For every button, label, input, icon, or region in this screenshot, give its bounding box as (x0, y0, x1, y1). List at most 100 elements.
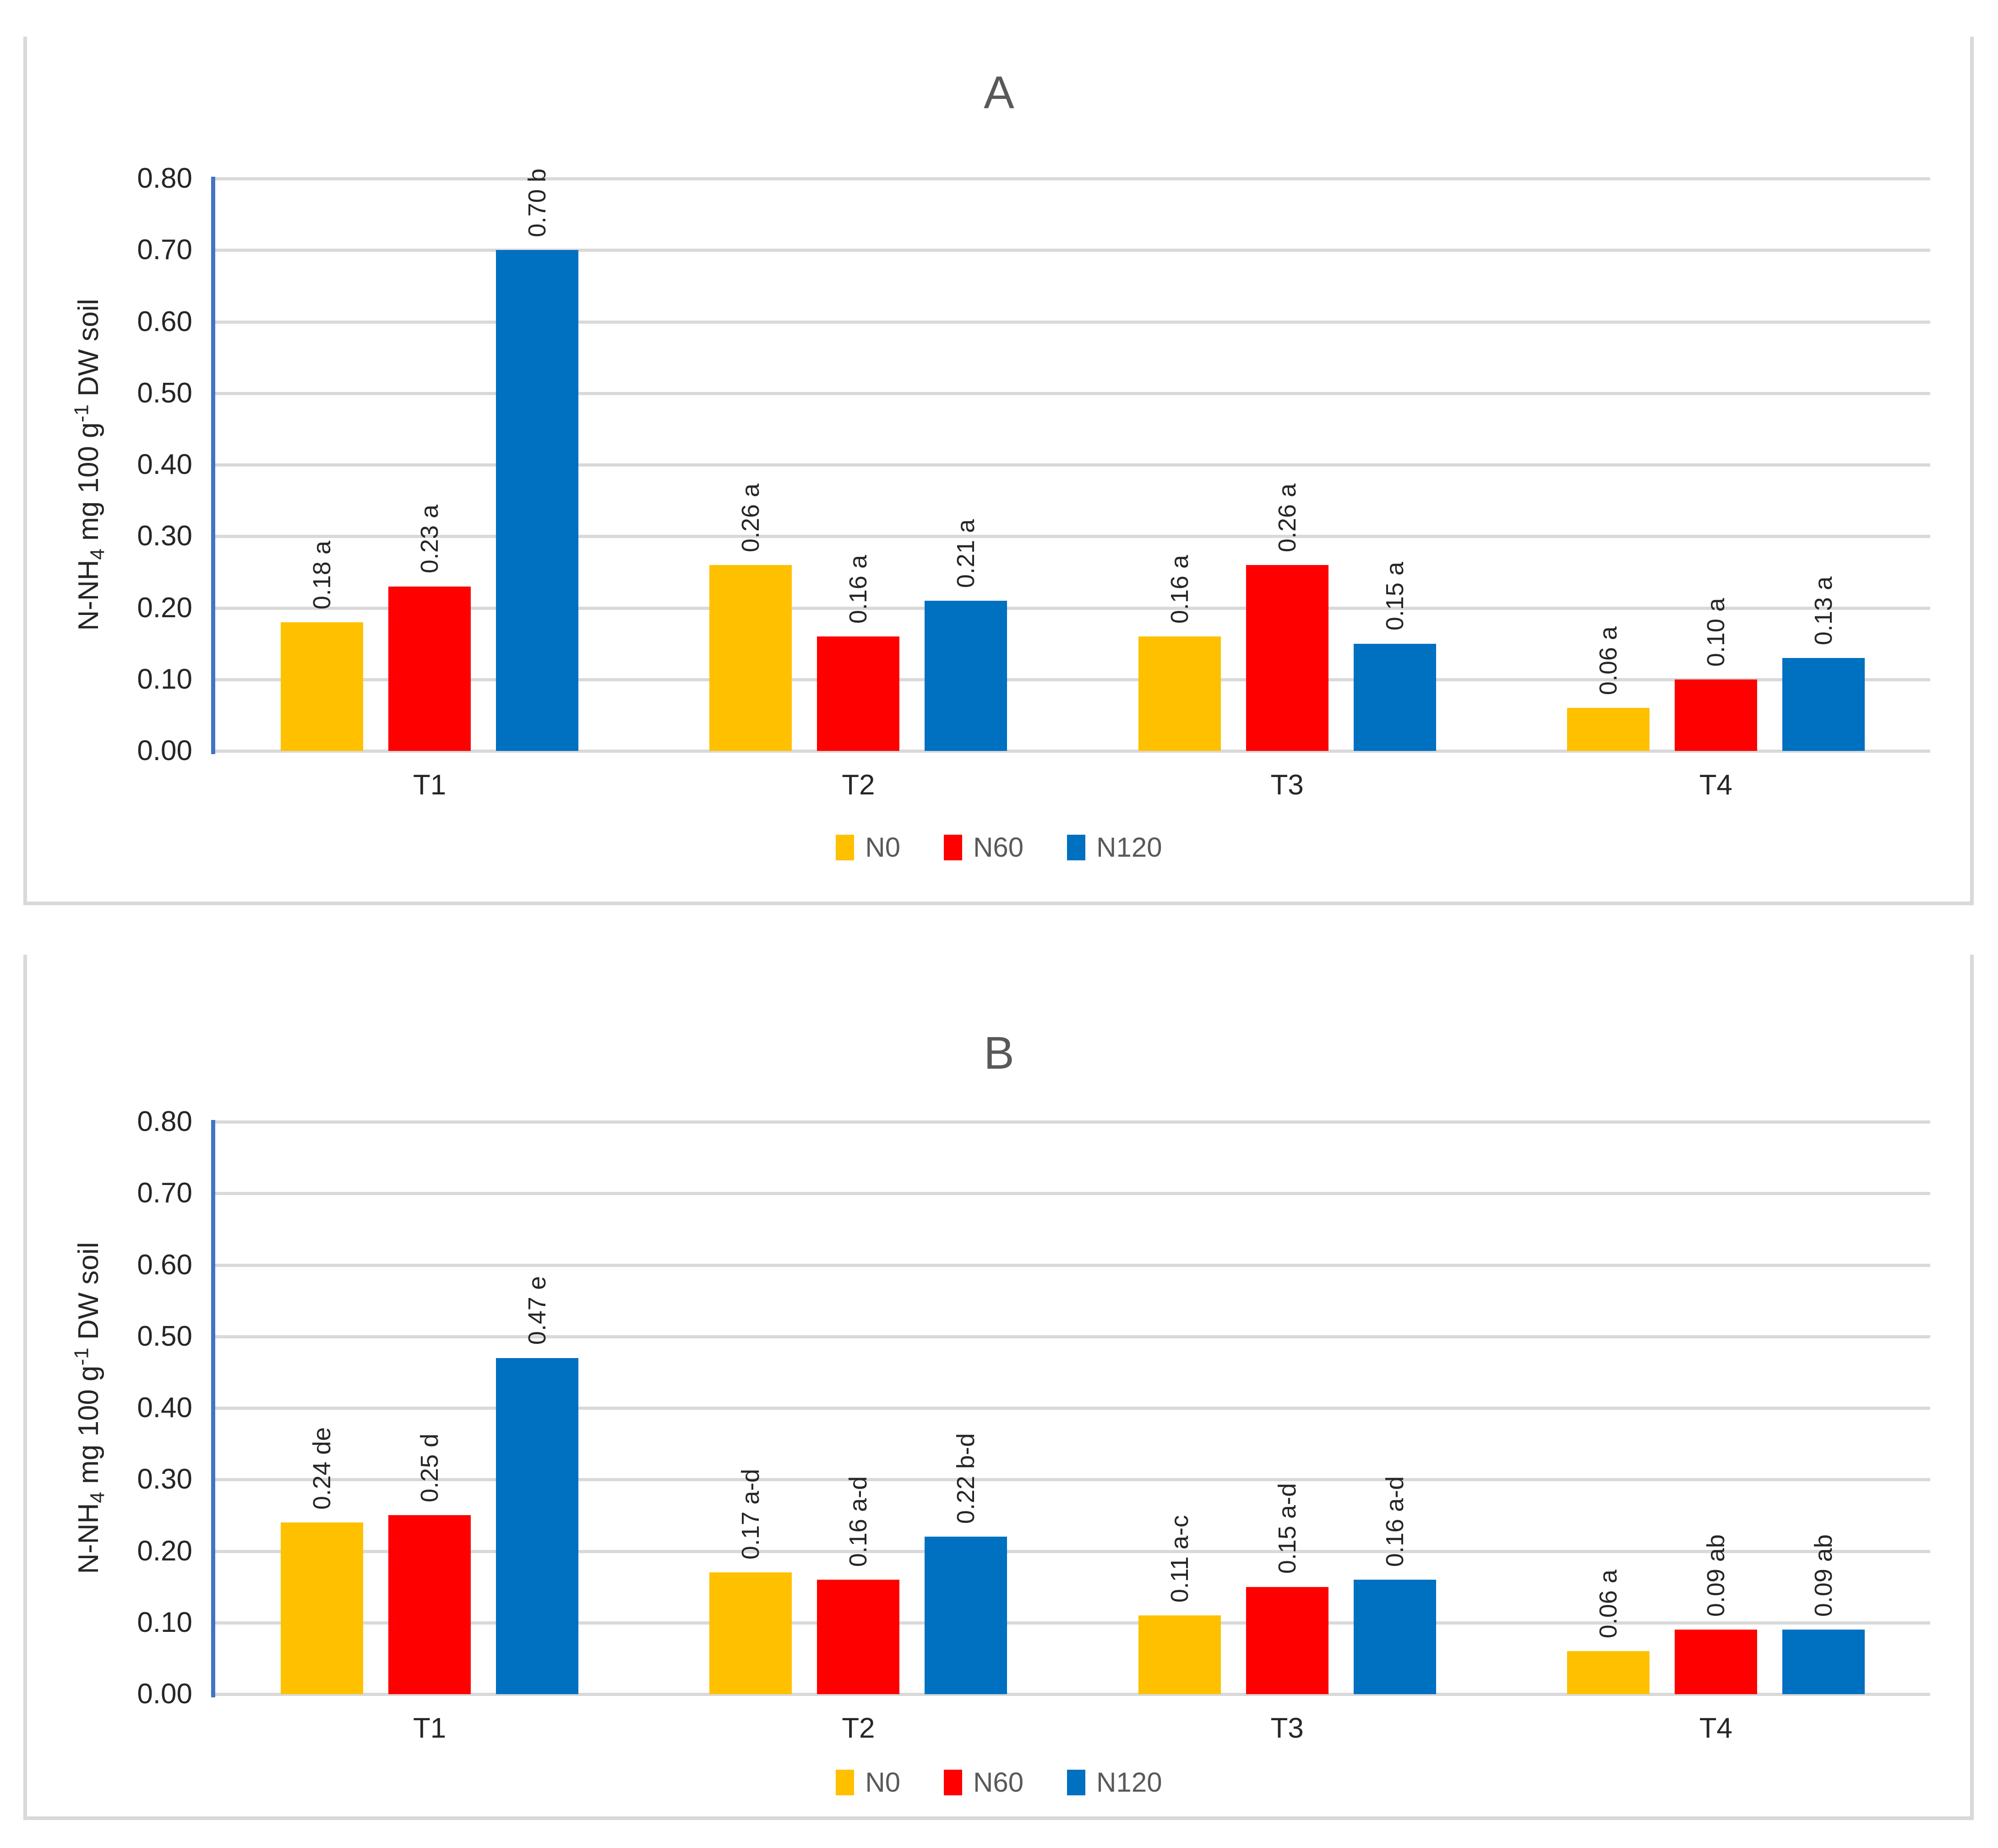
bar-value-label: 0.21 a (952, 519, 980, 588)
x-category-label: T4 (1699, 769, 1733, 801)
bar-N60-T4 (1674, 1630, 1757, 1694)
bar-N120-T1 (496, 1358, 579, 1694)
legend-swatch-N120 (1067, 1769, 1086, 1795)
gridline (215, 1549, 1930, 1553)
y-tick-label: 0.00 (137, 735, 192, 766)
bar-value-label: 0.16 a (844, 554, 872, 624)
bar-value-label: 0.70 b (523, 168, 551, 238)
bar-N60-T1 (388, 1515, 471, 1694)
x-category-label: T1 (413, 769, 446, 801)
bar-N0-T2 (709, 565, 792, 751)
bar-N120-T4 (1782, 1630, 1865, 1694)
y-tick-label: 0.00 (137, 1678, 192, 1710)
bar-N0-T1 (281, 622, 364, 751)
chart-b-legend: N0 N60 N120 (0, 1766, 1998, 1798)
bar-N60-T3 (1246, 565, 1328, 751)
bar-value-label: 0.26 a (1273, 483, 1301, 552)
x-category-label: T3 (1270, 769, 1304, 801)
gridline (215, 1192, 1930, 1196)
chart-b-plot-area: 0.00 0.10 0.20 0.30 0.40 0.50 0.60 0.70 0.80 T1 0.… (137, 1106, 1930, 1744)
gridline (215, 1120, 1930, 1124)
bar-N60-T4 (1674, 679, 1757, 751)
legend-item-N120: N120 (1067, 1766, 1162, 1798)
y-tick-label: 0.40 (137, 449, 192, 480)
bar-value-label: 0.16 a (1165, 554, 1193, 624)
bar-value-label: 0.22 b-d (952, 1433, 980, 1524)
bar-value-label: 0.13 a (1809, 576, 1837, 645)
legend-swatch-N0 (836, 834, 855, 860)
legend-item-N0: N0 (836, 832, 900, 863)
bar-N0-T1 (281, 1522, 364, 1694)
y-tick-label: 0.50 (137, 1320, 192, 1352)
bar-value-label: 0.06 a (1594, 1570, 1622, 1639)
gridline (215, 678, 1930, 681)
gridline (215, 1478, 1930, 1482)
x-category-label: T2 (842, 769, 875, 801)
bar-N120-T2 (925, 1537, 1007, 1694)
bar-value-label: 0.17 a-d (737, 1469, 765, 1560)
legend-label-N60: N60 (973, 1767, 1024, 1798)
x-category-label: T3 (1270, 1712, 1304, 1744)
legend-swatch-N0 (836, 1769, 855, 1795)
y-axis-line (211, 1120, 215, 1697)
bar-N120-T1 (496, 250, 579, 751)
bar-N60-T1 (388, 586, 471, 751)
gridline (215, 1263, 1930, 1267)
bar-value-label: 0.16 a-d (844, 1476, 872, 1567)
legend-label-N120: N120 (1096, 832, 1162, 863)
y-tick-label: 0.50 (137, 377, 192, 409)
gridline (215, 320, 1930, 324)
gridline (215, 1407, 1930, 1410)
y-tick-label: 0.20 (137, 1535, 192, 1567)
y-tick-label: 0.80 (137, 163, 192, 194)
y-tick-label: 0.70 (137, 1177, 192, 1209)
bar-value-label: 0.06 a (1594, 626, 1622, 696)
chart-a-legend: N0 N60 N120 (0, 832, 1998, 863)
gridline (215, 535, 1930, 538)
gridline (215, 249, 1930, 252)
y-tick-label: 0.30 (137, 1463, 192, 1495)
panel-chart-a (23, 37, 1974, 905)
bar-value-label: 0.10 a (1702, 598, 1730, 667)
gridline (215, 463, 1930, 467)
bar-value-label: 0.18 a (308, 540, 336, 609)
gridline (215, 1335, 1930, 1338)
legend-swatch-N60 (944, 1769, 963, 1795)
bar-N0-T2 (709, 1572, 792, 1694)
y-tick-label: 0.80 (137, 1106, 192, 1137)
bar-N60-T2 (817, 636, 900, 751)
legend-label-N60: N60 (973, 832, 1024, 863)
legend-item-N120: N120 (1067, 832, 1162, 863)
legend-label-N120: N120 (1096, 1767, 1162, 1798)
gridline (215, 1693, 1930, 1696)
gridline (215, 391, 1930, 395)
bar-value-label: 0.26 a (737, 483, 765, 552)
legend-item-N60: N60 (944, 1766, 1023, 1798)
bar-N120-T2 (925, 600, 1007, 751)
bar-N120-T3 (1353, 1580, 1436, 1694)
gridline (215, 177, 1930, 180)
bar-N120-T3 (1353, 643, 1436, 751)
bar-value-label: 0.15 a (1381, 562, 1409, 631)
legend-item-N60: N60 (944, 832, 1023, 863)
gridline (215, 606, 1930, 610)
chart-a-plot-area: 0.00 0.10 0.20 0.30 0.40 0.50 0.60 0.70 0.80 T1 0.… (137, 163, 1930, 801)
y-tick-label: 0.70 (137, 234, 192, 266)
y-tick-label: 0.40 (137, 1392, 192, 1424)
gridline (215, 1621, 1930, 1625)
x-category-label: T1 (413, 1712, 446, 1744)
bar-value-label: 0.16 a-d (1381, 1476, 1409, 1567)
bar-value-label: 0.23 a (416, 505, 444, 574)
x-category-label: T2 (842, 1712, 875, 1744)
y-tick-label: 0.30 (137, 520, 192, 552)
legend-label-N0: N0 (865, 1767, 901, 1798)
bar-N120-T4 (1782, 658, 1865, 751)
chart-b-title: B (984, 1027, 1014, 1079)
legend-item-N0: N0 (836, 1766, 900, 1798)
y-axis-line (211, 177, 215, 754)
bar-value-label: 0.09 ab (1809, 1534, 1837, 1617)
bar-N0-T3 (1138, 636, 1221, 751)
legend-swatch-N120 (1067, 834, 1086, 860)
bar-value-label: 0.47 e (523, 1276, 551, 1345)
